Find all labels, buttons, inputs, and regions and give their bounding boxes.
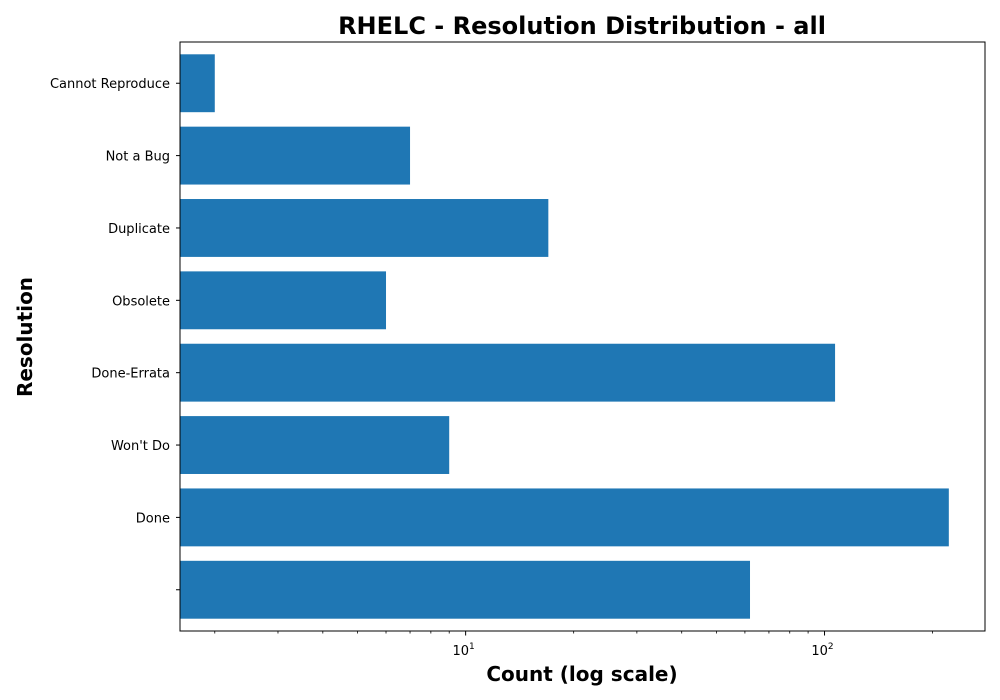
y-axis-label: Resolution — [13, 277, 37, 397]
bar-done — [180, 488, 949, 547]
y-tick-label: Done — [136, 511, 170, 526]
y-tick-label: Won't Do — [111, 439, 170, 454]
y-tick-label: Duplicate — [108, 222, 170, 237]
bar-obsolete — [180, 271, 387, 330]
bar-won-t-do — [180, 416, 450, 474]
x-tick-label: 102 — [811, 642, 833, 659]
x-axis-label: Count (log scale) — [486, 662, 677, 686]
y-tick-label: Obsolete — [112, 294, 170, 309]
y-tick-label: Done-Errata — [91, 367, 170, 382]
plot-frame — [179, 41, 986, 632]
bar-unlabeled — [180, 560, 751, 619]
bar-done-errata — [180, 343, 836, 402]
y-tick-label: Cannot Reproduce — [50, 77, 170, 92]
bars — [180, 54, 949, 619]
x-tick-label: 101 — [452, 642, 474, 659]
y-axis-ticks: Done Won't Do Done-Errata Obsolete Duplicate… — [50, 77, 180, 591]
y-tick-label: Not a Bug — [106, 150, 170, 165]
x-axis-ticks: 101 102 — [214, 631, 933, 659]
chart-title: RHELC - Resolution Distribution - all — [338, 12, 826, 40]
bar-cannot-reproduce — [180, 54, 215, 113]
bar-not-a-bug — [180, 126, 411, 185]
bar-duplicate — [180, 199, 549, 257]
